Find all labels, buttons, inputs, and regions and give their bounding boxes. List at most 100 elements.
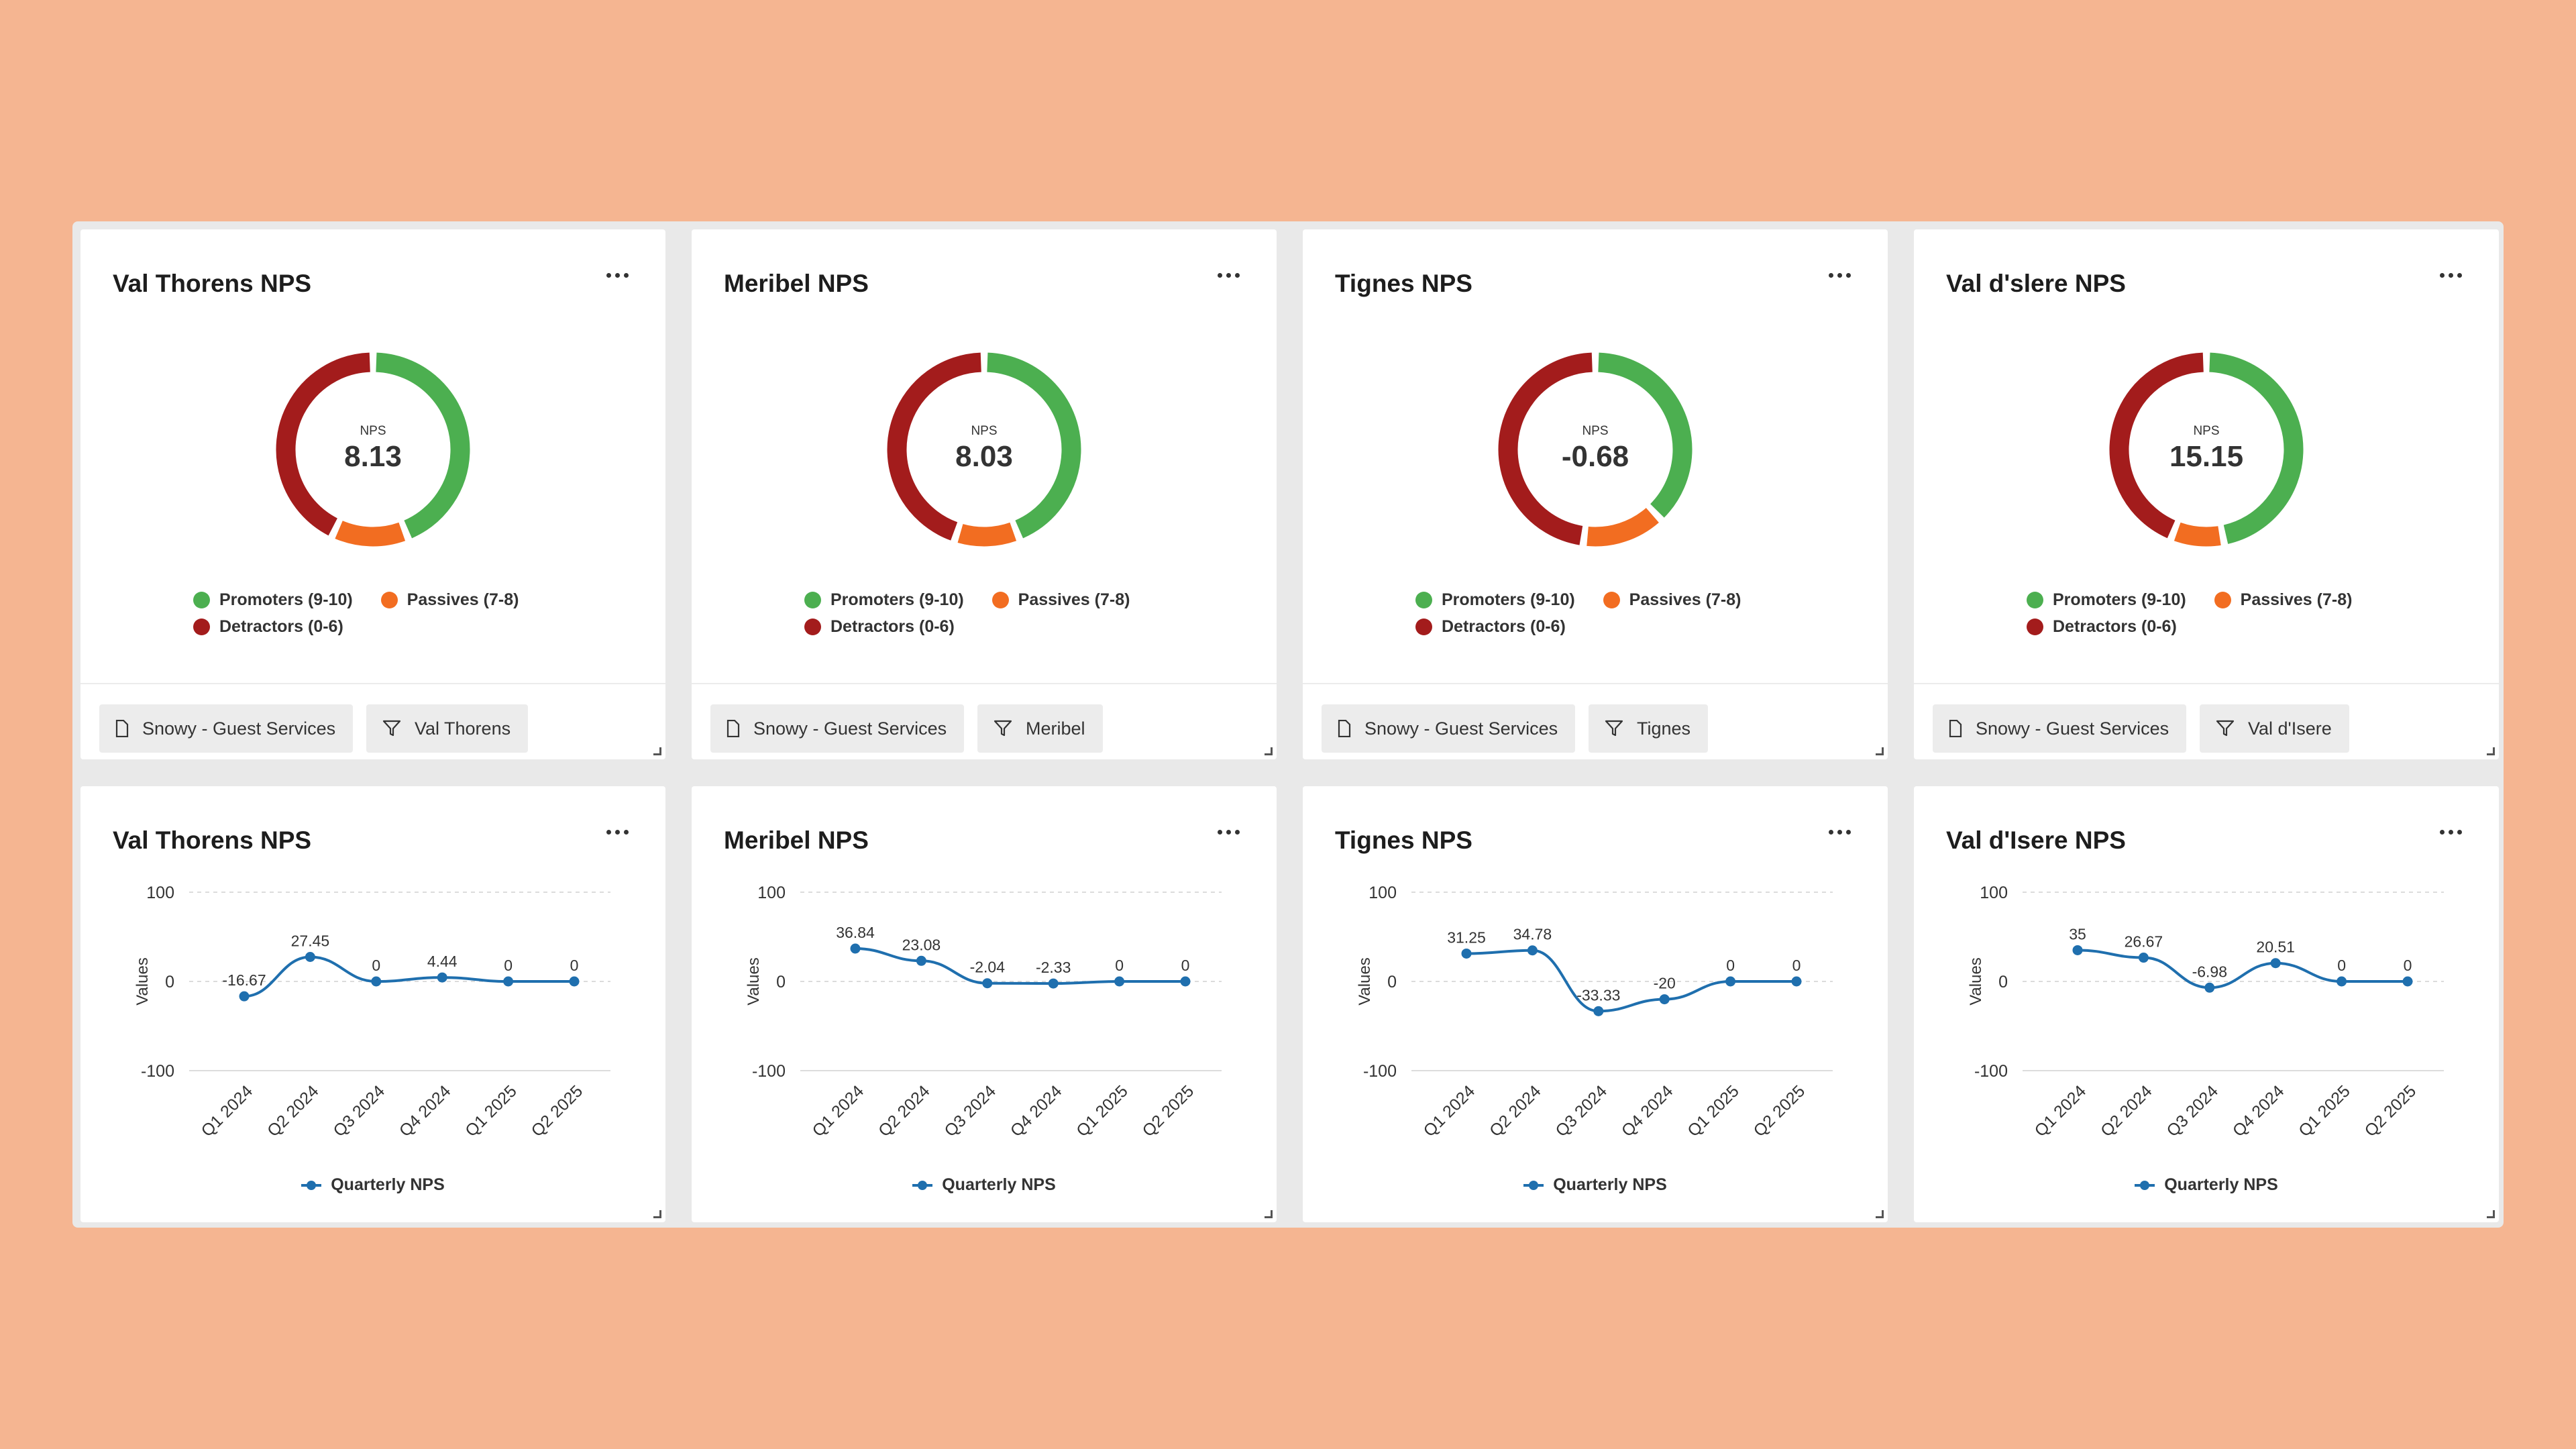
data-point[interactable]: [1659, 994, 1670, 1005]
filter-chip[interactable]: Meribel: [977, 704, 1103, 753]
nps-label: NPS: [1582, 424, 1609, 438]
filter-chip[interactable]: Val Thorens: [366, 704, 529, 753]
source-chip[interactable]: Snowy - Guest Services: [99, 704, 354, 753]
donut-segment-promoters[interactable]: [887, 352, 1081, 547]
filter-icon: [1605, 720, 1623, 737]
data-point[interactable]: [2072, 945, 2083, 955]
resize-handle-icon[interactable]: [2487, 747, 2495, 755]
x-tick-label: Q2 2025: [1139, 1081, 1198, 1140]
data-point[interactable]: [305, 951, 315, 962]
donut-legend: Promoters (9-10) Passives (7-8) Detracto…: [1415, 586, 1818, 640]
resize-handle-icon[interactable]: [1876, 1210, 1884, 1218]
data-point[interactable]: [371, 976, 382, 987]
legend-passives[interactable]: Passives (7-8): [1603, 590, 1741, 610]
source-chip[interactable]: Snowy - Guest Services: [710, 704, 965, 753]
donut-card-val-thorens: Val Thorens NPS NPS 8.13 Promoters (9-10…: [80, 229, 665, 759]
line-legend[interactable]: Quarterly NPS: [80, 1175, 665, 1195]
resize-handle-icon[interactable]: [653, 747, 661, 755]
legend-detractors[interactable]: Detractors (0-6): [1415, 617, 1566, 637]
data-point[interactable]: [1527, 945, 1538, 956]
resize-handle-icon[interactable]: [1876, 747, 1884, 755]
x-tick-label: Q3 2024: [329, 1081, 388, 1140]
data-point[interactable]: [1593, 1006, 1604, 1016]
line-legend[interactable]: Quarterly NPS: [1914, 1175, 2499, 1195]
more-options-icon[interactable]: [1210, 262, 1247, 288]
legend-passives[interactable]: Passives (7-8): [991, 590, 1130, 610]
nps-value: 15.15: [2169, 440, 2244, 473]
detractors-dot-icon: [193, 618, 210, 635]
data-point[interactable]: [1461, 948, 1472, 959]
data-point[interactable]: [1791, 976, 1802, 987]
quarterly-nps-line-chart: 100 0 -100 Values Q1 2024 Q2 2024 Q3 2024 Q4 20…: [1356, 883, 1833, 1140]
legend-label: Promoters (9-10): [2053, 590, 2186, 609]
resize-handle-icon[interactable]: [653, 1210, 661, 1218]
legend-detractors[interactable]: Detractors (0-6): [804, 617, 955, 637]
x-tick-label: Q4 2024: [396, 1081, 455, 1140]
data-point[interactable]: [1114, 976, 1125, 987]
resize-handle-icon[interactable]: [1265, 1210, 1273, 1218]
data-point[interactable]: [569, 976, 580, 987]
more-options-icon[interactable]: [2432, 262, 2469, 288]
more-options-icon[interactable]: [2432, 818, 2469, 845]
donut-segment-detractors[interactable]: [267, 343, 479, 555]
data-point[interactable]: [2270, 958, 2281, 969]
legend-detractors[interactable]: Detractors (0-6): [193, 617, 343, 637]
legend-promoters[interactable]: Promoters (9-10): [804, 590, 964, 610]
filter-chip-label: Val Thorens: [415, 718, 511, 739]
x-tick-label: Q3 2024: [2163, 1081, 2222, 1140]
data-point[interactable]: [850, 943, 861, 954]
data-point[interactable]: [437, 972, 447, 983]
donut-segment-detractors[interactable]: [2100, 343, 2312, 555]
source-chip[interactable]: Snowy - Guest Services: [1933, 704, 2187, 753]
source-chip[interactable]: Snowy - Guest Services: [1322, 704, 1576, 753]
data-point[interactable]: [1725, 976, 1736, 987]
nps-value: 8.13: [344, 440, 402, 473]
data-label: 0: [2337, 957, 2346, 974]
more-options-icon[interactable]: [1210, 818, 1247, 845]
x-tick-label: Q4 2024: [1007, 1081, 1066, 1140]
resize-handle-icon[interactable]: [1265, 747, 1273, 755]
more-options-icon[interactable]: [1821, 818, 1858, 845]
card-divider: [692, 683, 1277, 684]
data-point[interactable]: [239, 991, 250, 1002]
donut-segment-detractors[interactable]: [878, 343, 1090, 555]
data-label: 0: [1181, 957, 1190, 974]
data-point[interactable]: [2204, 982, 2215, 993]
promoters-dot-icon: [193, 591, 210, 608]
data-point[interactable]: [916, 955, 926, 966]
legend-promoters[interactable]: Promoters (9-10): [193, 590, 353, 610]
legend-label: Quarterly NPS: [942, 1175, 1056, 1194]
legend-passives[interactable]: Passives (7-8): [380, 590, 519, 610]
series-line[interactable]: [244, 955, 574, 998]
nps-donut-chart: [267, 343, 479, 555]
resize-handle-icon[interactable]: [2487, 1210, 2495, 1218]
data-point[interactable]: [1180, 976, 1191, 987]
line-legend[interactable]: Quarterly NPS: [692, 1175, 1277, 1195]
filter-chip[interactable]: Tignes: [1589, 704, 1709, 753]
data-label: 0: [1792, 957, 1801, 974]
legend-promoters[interactable]: Promoters (9-10): [2027, 590, 2186, 610]
donut-segment-passives[interactable]: [267, 343, 479, 555]
legend-detractors[interactable]: Detractors (0-6): [2027, 617, 2177, 637]
legend-promoters[interactable]: Promoters (9-10): [1415, 590, 1575, 610]
data-label: 31.25: [1447, 928, 1486, 946]
data-point[interactable]: [2138, 953, 2149, 963]
series-line[interactable]: [855, 947, 1185, 985]
data-point[interactable]: [503, 976, 514, 987]
more-options-icon[interactable]: [598, 262, 636, 288]
y-axis-title: Values: [745, 957, 763, 1006]
data-point[interactable]: [2402, 976, 2413, 987]
donut-segment-passives[interactable]: [2107, 350, 2306, 549]
card-title: Tignes NPS: [1335, 270, 1472, 297]
data-point[interactable]: [1048, 978, 1059, 989]
nps-donut-chart: [878, 343, 1090, 555]
legend-passives[interactable]: Passives (7-8): [2214, 590, 2352, 610]
line-legend[interactable]: Quarterly NPS: [1303, 1175, 1888, 1195]
filter-chip[interactable]: Val d'Isere: [2200, 704, 2349, 753]
more-options-icon[interactable]: [1821, 262, 1858, 288]
donut-card-tignes: Tignes NPS NPS -0.68 Promoters (9-10) Pa…: [1303, 229, 1888, 759]
data-point[interactable]: [982, 978, 993, 989]
y-tick-label: -100: [1363, 1062, 1397, 1081]
more-options-icon[interactable]: [598, 818, 636, 845]
data-point[interactable]: [2337, 976, 2347, 987]
